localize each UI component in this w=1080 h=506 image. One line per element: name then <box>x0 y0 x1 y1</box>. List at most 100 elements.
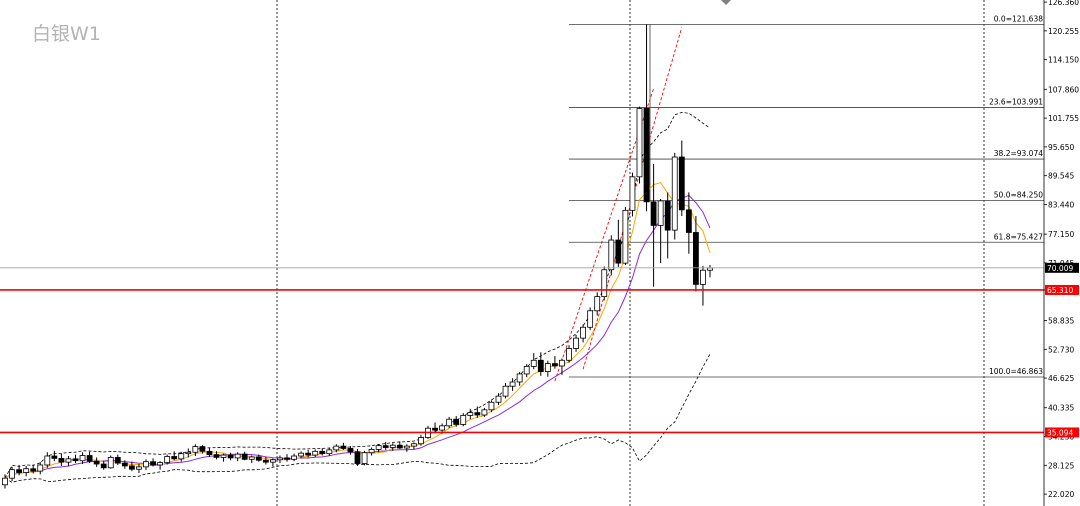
candle-body <box>439 425 446 431</box>
candle-body <box>622 209 629 264</box>
candle <box>608 235 615 276</box>
support-price-box <box>1045 284 1079 295</box>
candle-body <box>587 310 594 328</box>
candle-body <box>467 412 474 416</box>
candle-body <box>340 445 347 449</box>
candle-body <box>516 373 523 383</box>
candle <box>234 452 241 462</box>
candle-body <box>143 461 149 468</box>
candle <box>382 441 389 450</box>
candle <box>291 453 297 462</box>
candle-body <box>277 457 283 461</box>
candle <box>643 24 650 212</box>
axis-tick-label: 101.755 <box>1048 114 1079 123</box>
candle-body <box>79 455 86 462</box>
candle-body <box>107 457 114 469</box>
candle <box>326 447 333 457</box>
candle-body <box>114 457 121 464</box>
candle-body <box>559 359 565 367</box>
candle-body <box>488 401 495 411</box>
candle <box>44 452 51 468</box>
candle-body <box>128 465 135 470</box>
candle <box>460 413 467 427</box>
candle-body <box>410 443 417 447</box>
candle <box>396 441 403 449</box>
candle <box>319 448 326 456</box>
candle-body <box>573 337 579 349</box>
candle-body <box>375 445 382 450</box>
candle-body <box>601 269 608 298</box>
candle <box>566 345 572 363</box>
candle <box>446 416 453 429</box>
candle <box>418 434 424 446</box>
candle-body <box>446 418 453 427</box>
candle-body <box>544 363 551 373</box>
candle-body <box>382 445 389 448</box>
candle-body <box>432 427 438 431</box>
fibonacci-label: 50.0=84.250 <box>994 191 1043 200</box>
candle-body <box>594 296 601 312</box>
candle-body <box>333 445 340 451</box>
candle-body <box>44 455 51 466</box>
fibonacci-label: 0.0=121.638 <box>994 14 1043 23</box>
candle-body <box>51 455 58 459</box>
candle <box>361 450 368 466</box>
candle-body <box>629 176 636 211</box>
candle-body <box>481 409 488 416</box>
horizontal-support-lines[interactable] <box>0 267 1044 434</box>
axis-tick-label: 114.150 <box>1048 56 1079 65</box>
candle <box>537 352 544 376</box>
candle-body <box>664 200 671 231</box>
candle-body <box>58 457 65 463</box>
candle <box>178 451 185 462</box>
candle <box>58 453 65 466</box>
candle-body <box>460 415 467 425</box>
candle-body <box>37 464 44 472</box>
candle-body <box>185 451 192 455</box>
candle <box>671 152 678 240</box>
candle <box>685 192 692 254</box>
candle <box>192 444 199 457</box>
axis-tick-label: 126.360 <box>1048 0 1079 7</box>
candle-body <box>566 348 572 361</box>
candle <box>30 464 37 474</box>
candle <box>495 393 502 406</box>
fibonacci-label: 38.2=93.074 <box>994 149 1043 158</box>
candle-body <box>453 418 460 425</box>
candle-body <box>389 444 396 448</box>
candle <box>636 106 643 184</box>
candle-body <box>418 437 424 445</box>
candle <box>650 164 657 287</box>
scroll-marker-icon[interactable] <box>721 0 731 5</box>
candle <box>502 382 509 399</box>
axis-tick-label: 120.255 <box>1048 27 1079 36</box>
candle-body <box>700 269 706 285</box>
candle <box>136 464 142 473</box>
candle-body <box>298 452 305 457</box>
candle-body <box>150 461 156 466</box>
fibonacci-label: 100.0=46.863 <box>989 367 1043 376</box>
candle-body <box>248 456 255 460</box>
candle-body <box>537 359 544 373</box>
fibonacci-label: 61.8=75.427 <box>994 232 1043 241</box>
candle-body <box>636 108 643 178</box>
candle <box>220 453 227 462</box>
candle-body <box>643 108 650 203</box>
candle <box>312 449 319 457</box>
candle <box>298 451 305 459</box>
candle-body <box>312 450 319 456</box>
candle <box>678 140 685 216</box>
candle <box>580 324 586 343</box>
candle <box>72 454 79 464</box>
candle-body <box>121 462 128 467</box>
candle-body <box>291 455 297 460</box>
candle <box>305 449 312 458</box>
candle <box>375 444 382 453</box>
candle <box>86 451 93 464</box>
candle-body <box>530 359 537 367</box>
axis-tick-label: 95.650 <box>1048 143 1074 152</box>
candle <box>573 334 579 352</box>
candle <box>100 460 107 470</box>
candle <box>23 465 30 477</box>
